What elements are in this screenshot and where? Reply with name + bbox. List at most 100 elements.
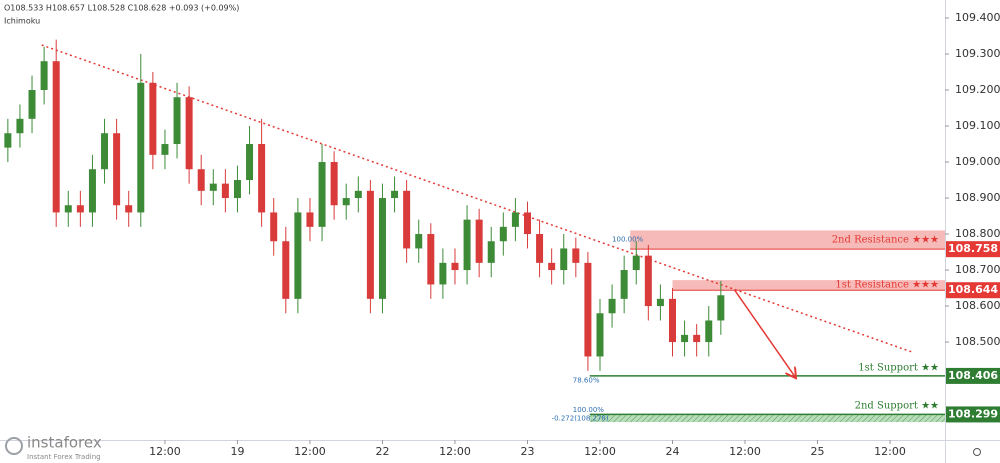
price-box (946, 241, 1000, 258)
candle-body (572, 248, 580, 263)
candle-body (548, 262, 556, 271)
candle-body (391, 190, 399, 199)
price-box (946, 282, 1000, 299)
y-tick-label: 108.600 (955, 299, 1000, 312)
candle-body (161, 144, 169, 155)
candle-body (137, 82, 145, 213)
candle-body (221, 183, 229, 199)
price-box-label: 108.299 (948, 407, 998, 420)
x-tick-label: 19 (230, 445, 244, 458)
level-name: 1st Resistance ★★★ (835, 280, 939, 291)
candle-body (125, 205, 133, 213)
price-box-label: 108.406 (948, 369, 998, 382)
candle-body (451, 262, 459, 271)
candle-body (101, 133, 109, 170)
fib-label: -0.272(108.278) (552, 414, 609, 422)
candle-body (511, 212, 519, 227)
candle-body (173, 97, 181, 145)
candle-body (40, 61, 48, 91)
level-zone (672, 280, 945, 291)
candle-body (644, 255, 652, 307)
x-tick-label: 12:00 (439, 445, 471, 458)
candle-body (596, 313, 604, 357)
candle-body (463, 219, 471, 271)
level-name: 1st Support ★★ (858, 362, 939, 373)
candle-body (113, 133, 121, 206)
brand-name: instaforex (27, 434, 102, 452)
x-tick-label: 12:00 (294, 445, 326, 458)
fib-label: 78.60% (573, 377, 600, 385)
candle-body (560, 248, 568, 271)
x-tick-label: 25 (811, 445, 825, 458)
y-tick-label: 108.900 (955, 191, 1000, 204)
y-tick-label: 109.300 (955, 47, 1000, 60)
y-tick-label: 109.100 (955, 119, 1000, 132)
candle-body (668, 298, 676, 343)
fib-label: 100.00% (612, 235, 643, 243)
candle-body (366, 190, 374, 299)
level-name: 2nd Resistance ★★★ (832, 234, 939, 245)
candle-body (233, 180, 241, 199)
brand-icon (5, 437, 23, 455)
level-zone (630, 230, 945, 250)
level-name: 2nd Support ★★ (855, 401, 939, 412)
candle-body (439, 262, 447, 285)
candle-body (475, 219, 483, 263)
x-tick-label: 12:00 (584, 445, 616, 458)
level-zone (589, 414, 945, 422)
candle-body (378, 198, 386, 299)
candle-body (282, 241, 290, 299)
candle-body (415, 234, 423, 249)
candle-body (342, 198, 350, 206)
candle-body (4, 133, 12, 148)
y-tick-label: 109.000 (955, 155, 1000, 168)
settings-icon[interactable] (973, 448, 981, 456)
candle-body (52, 61, 60, 213)
candle-body (270, 212, 278, 242)
candle-body (403, 190, 411, 249)
candle-body (246, 144, 254, 181)
trendline (41, 44, 913, 353)
price-box-label: 108.644 (948, 283, 998, 296)
candle-body (64, 205, 72, 213)
fib-label: 100.00% (573, 406, 604, 414)
candle-body (185, 97, 193, 170)
candle-body (427, 234, 435, 285)
candle-body (318, 162, 326, 227)
y-tick-label: 108.500 (955, 335, 1000, 348)
candle-body (717, 295, 725, 321)
candle-body (608, 298, 616, 314)
candle-body (88, 169, 96, 213)
candle-body (620, 270, 628, 299)
candle-body (354, 190, 362, 199)
x-tick-label: 12:00 (729, 445, 761, 458)
candle-body (149, 82, 157, 155)
x-tick-label: 12:00 (149, 445, 181, 458)
indicator-label: Ichimoku (4, 17, 40, 26)
candle-body (693, 334, 701, 343)
candle-body (258, 144, 266, 213)
ohlc-header: O108.533 H108.657 L108.528 C108.628 +0.0… (4, 4, 239, 13)
y-tick-label: 109.200 (955, 83, 1000, 96)
price-box (946, 367, 1000, 384)
x-tick-label: 22 (375, 445, 389, 458)
candle-body (16, 118, 24, 134)
x-tick-label: 24 (665, 445, 679, 458)
candle-body (584, 262, 592, 357)
candle-body (294, 212, 302, 299)
candle-body (632, 255, 640, 271)
candle-body (209, 183, 217, 191)
candle-body (197, 169, 205, 191)
candle-body (705, 320, 713, 343)
candle-body (330, 162, 338, 206)
projection-arrow (734, 289, 795, 377)
y-tick-label: 108.800 (955, 227, 1000, 240)
y-tick-label: 109.400 (955, 11, 1000, 24)
brand-subtitle: Instant Forex Trading (27, 453, 101, 461)
candle-body (523, 212, 531, 235)
candle-body (681, 334, 689, 343)
candle-body (76, 205, 84, 213)
price-box-label: 108.758 (948, 242, 998, 255)
candle-body (28, 90, 36, 119)
